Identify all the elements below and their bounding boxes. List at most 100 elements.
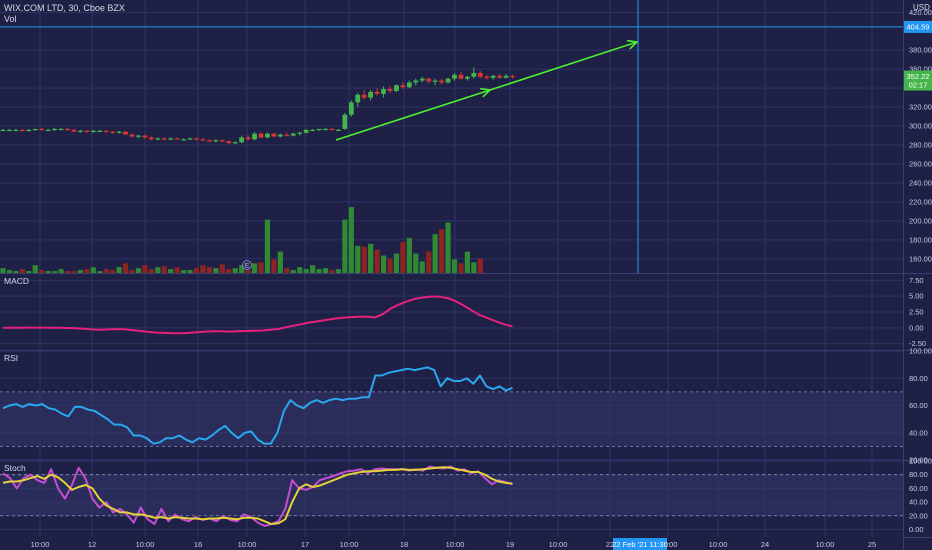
- candle-body[interactable]: [207, 140, 212, 142]
- trend-arrow-long[interactable]: [486, 39, 639, 92]
- candle-body[interactable]: [387, 89, 393, 91]
- candle-body[interactable]: [213, 140, 219, 142]
- candle-body[interactable]: [181, 139, 186, 141]
- candle-body[interactable]: [484, 76, 490, 78]
- candle-body[interactable]: [303, 129, 309, 133]
- candle-body[interactable]: [65, 128, 70, 131]
- candle-body[interactable]: [458, 74, 464, 79]
- trend-arrow-long-shaft: [486, 41, 638, 92]
- volume-bar: [451, 259, 458, 273]
- candle-body[interactable]: [148, 137, 154, 140]
- candle-body[interactable]: [187, 138, 193, 140]
- candle-body[interactable]: [400, 85, 406, 88]
- candle-body[interactable]: [265, 133, 270, 138]
- candle-body[interactable]: [413, 80, 419, 83]
- volume-bar: [426, 251, 432, 273]
- stoch-tick-label: 0.00: [909, 525, 924, 534]
- candle-body[interactable]: [84, 130, 90, 133]
- candle-body[interactable]: [432, 80, 438, 82]
- candle-body[interactable]: [284, 134, 290, 136]
- rsi-line-rsi[interactable]: [2, 366, 513, 445]
- volume-bar: [419, 261, 425, 273]
- candle-body[interactable]: [323, 128, 328, 131]
- candle-body[interactable]: [71, 129, 77, 132]
- candle-body[interactable]: [194, 138, 199, 140]
- candle-body[interactable]: [277, 134, 283, 137]
- candle-body[interactable]: [355, 94, 361, 103]
- candle-body[interactable]: [0, 129, 6, 132]
- candle-body[interactable]: [394, 85, 399, 91]
- candle-body[interactable]: [374, 91, 380, 94]
- candle-body[interactable]: [445, 78, 451, 83]
- candle-body[interactable]: [381, 89, 386, 94]
- price-tick-label: 320.00: [909, 103, 932, 112]
- candle-body[interactable]: [510, 75, 515, 78]
- candle-body[interactable]: [452, 74, 457, 79]
- candle-body[interactable]: [116, 131, 122, 133]
- candle-body[interactable]: [226, 141, 232, 144]
- macd-line-macd[interactable]: [2, 295, 513, 335]
- candle-body[interactable]: [13, 129, 19, 132]
- candle-body[interactable]: [78, 130, 83, 133]
- earnings-marker[interactable]: E: [242, 260, 252, 270]
- candle-body[interactable]: [168, 138, 174, 140]
- candle-body[interactable]: [368, 91, 374, 98]
- candle-body[interactable]: [219, 140, 225, 142]
- candle-body[interactable]: [439, 80, 444, 83]
- candle-body[interactable]: [465, 76, 470, 79]
- candle-body[interactable]: [129, 134, 135, 137]
- candle-body[interactable]: [45, 129, 51, 132]
- candle-body[interactable]: [155, 138, 161, 140]
- candle-body[interactable]: [316, 128, 322, 131]
- candle-body[interactable]: [310, 129, 315, 132]
- crosshair-date-label[interactable]: 22 Feb '21 11:30: [612, 538, 668, 550]
- candle-body[interactable]: [490, 75, 496, 78]
- currency-label[interactable]: USD: [913, 3, 930, 12]
- candle-body[interactable]: [406, 82, 412, 88]
- candle-body[interactable]: [471, 72, 477, 77]
- candle-body[interactable]: [123, 131, 128, 135]
- candle-body[interactable]: [39, 128, 45, 131]
- candle-body[interactable]: [503, 75, 509, 78]
- candle-body[interactable]: [110, 131, 116, 133]
- candle-body[interactable]: [90, 130, 96, 133]
- candle-body[interactable]: [52, 128, 57, 131]
- candle-body[interactable]: [7, 129, 12, 132]
- volume-bar: [374, 249, 380, 273]
- candle-body[interactable]: [329, 128, 335, 131]
- candle-body[interactable]: [97, 130, 103, 133]
- candle-body[interactable]: [348, 102, 354, 115]
- candle-body[interactable]: [290, 133, 296, 136]
- candle-body[interactable]: [245, 137, 251, 140]
- candle-body[interactable]: [342, 114, 348, 129]
- candle-body[interactable]: [161, 138, 167, 140]
- candle-body[interactable]: [232, 142, 238, 144]
- candle-body[interactable]: [271, 133, 277, 137]
- candle-body[interactable]: [26, 129, 32, 132]
- candle-body[interactable]: [103, 130, 109, 133]
- candle-body[interactable]: [200, 139, 206, 141]
- candle-body[interactable]: [426, 78, 432, 82]
- stoch-line-d[interactable]: [2, 466, 513, 525]
- candle-body[interactable]: [32, 128, 38, 131]
- candle-body[interactable]: [497, 75, 503, 78]
- candle-body[interactable]: [297, 132, 303, 134]
- candle-body[interactable]: [336, 129, 341, 132]
- candle-body[interactable]: [361, 94, 367, 98]
- candle-body[interactable]: [477, 72, 483, 77]
- candle-body[interactable]: [58, 128, 64, 131]
- candle-body[interactable]: [19, 129, 25, 132]
- rsi-band: [0, 391, 903, 447]
- candle-body[interactable]: [419, 78, 425, 81]
- candle-body[interactable]: [252, 133, 257, 140]
- candle-body[interactable]: [136, 135, 141, 137]
- candle-body[interactable]: [174, 138, 180, 140]
- candle-body[interactable]: [142, 135, 148, 138]
- candle-body[interactable]: [239, 137, 245, 143]
- volume-bar: [445, 222, 451, 273]
- crosshair-price-label[interactable]: 404.59: [904, 20, 932, 33]
- candle-body[interactable]: [258, 133, 264, 138]
